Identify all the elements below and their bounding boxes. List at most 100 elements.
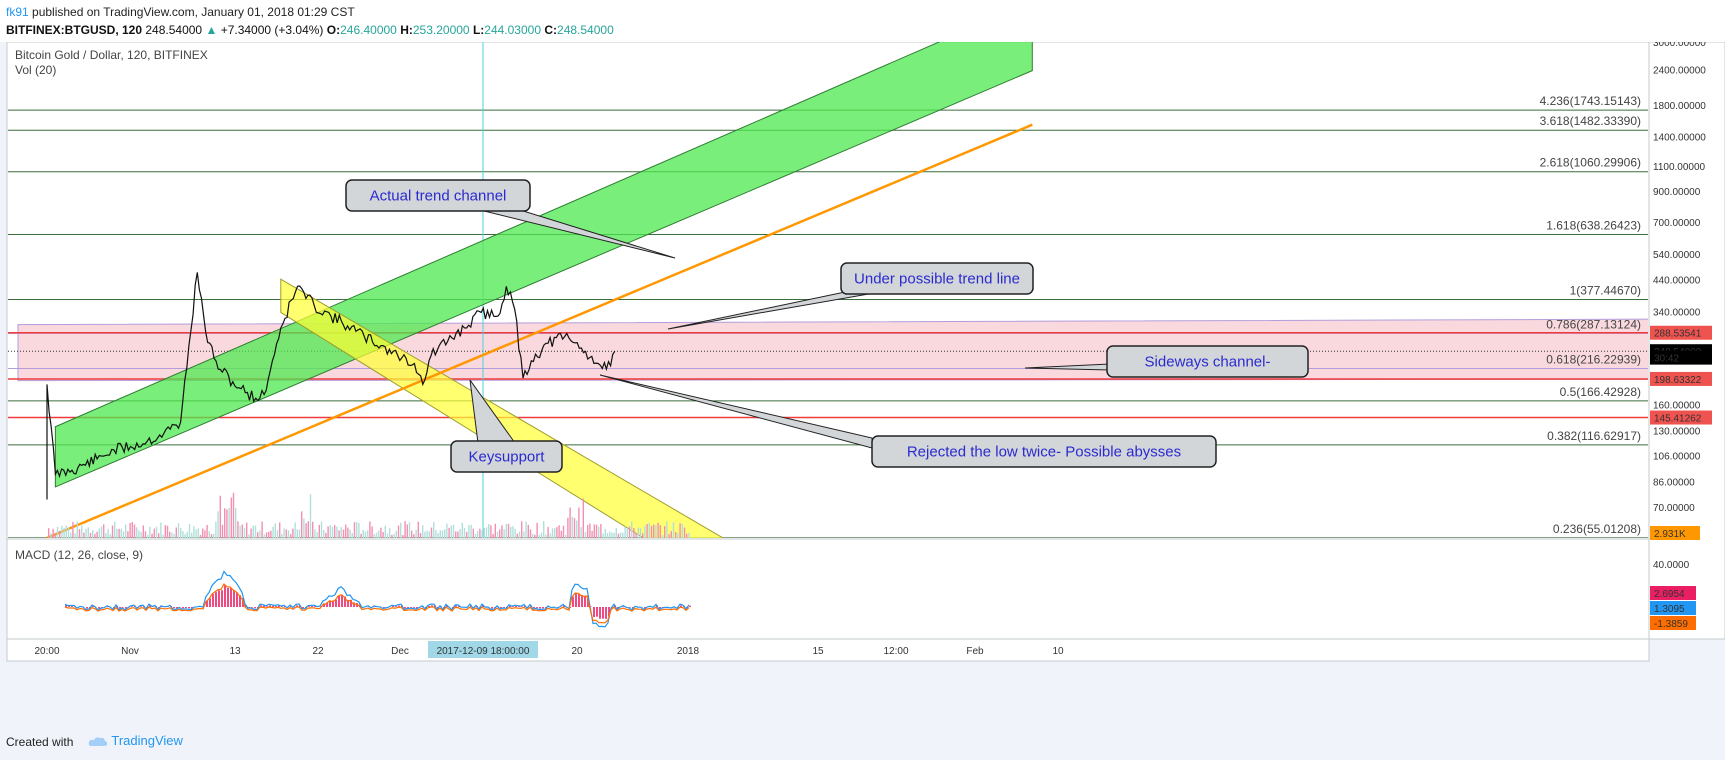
macd-histogram-bar	[395, 606, 397, 607]
macd-histogram-bar	[392, 605, 394, 607]
volume-bar	[268, 531, 270, 538]
volume-bar	[391, 534, 393, 538]
time-axis-tick: 15	[812, 646, 824, 657]
volume-bar	[54, 533, 56, 538]
macd-histogram-bar	[599, 607, 601, 619]
volume-bar	[206, 524, 208, 538]
volume-bar	[241, 524, 243, 538]
volume-bar	[639, 528, 642, 538]
macd-histogram-bar	[191, 607, 193, 609]
volume-bar	[316, 532, 318, 538]
volume-bar	[193, 526, 195, 538]
created-with-text: Created with	[6, 735, 74, 749]
volume-bar	[85, 528, 87, 538]
macd-tag-bg	[1650, 586, 1696, 600]
macd-histogram-bar	[227, 587, 229, 607]
macd-histogram-bar	[86, 607, 88, 609]
macd-histogram-bar	[536, 607, 538, 608]
macd-histogram-bar	[659, 607, 661, 609]
callout-sideways-box[interactable]	[1106, 345, 1309, 378]
volume-bar	[56, 526, 59, 538]
volume-bar	[554, 528, 556, 538]
volume-bar	[659, 525, 661, 538]
volume-bar	[507, 523, 510, 538]
volume-bar	[239, 525, 241, 538]
tradingview-logo[interactable]: TradingView	[88, 733, 183, 748]
price-axis-tick: 3000.00000	[1653, 42, 1706, 49]
macd-histogram-bar	[359, 604, 361, 607]
price-axis-tick: 1400.00000	[1653, 132, 1706, 143]
volume-bar	[78, 529, 81, 538]
volume-bar	[182, 531, 184, 538]
macd-histogram-bar	[581, 595, 583, 607]
macd-histogram-bar	[680, 605, 682, 607]
volume-bar	[92, 530, 94, 538]
volume-bar	[279, 522, 281, 538]
macd-histogram-bar	[212, 594, 214, 607]
volume-bar	[158, 533, 160, 538]
macd-histogram-bar	[593, 607, 595, 617]
macd-histogram-bar	[209, 598, 211, 607]
callout-rejected-box[interactable]	[871, 435, 1217, 468]
volume-bar	[532, 533, 534, 538]
volume-bar	[512, 526, 514, 538]
price-axis-tick: 1800.00000	[1653, 101, 1706, 112]
publish-line: fk91 published on TradingView.com, Janua…	[6, 5, 355, 19]
volume-bar	[290, 534, 292, 538]
macd-histogram-bar	[446, 605, 448, 607]
volume-bar	[428, 531, 430, 538]
volume-bar	[569, 507, 571, 538]
volume-bar	[430, 527, 433, 538]
volume-bar	[463, 528, 466, 538]
volume-bar	[204, 530, 206, 538]
open-label: O:	[326, 23, 341, 37]
volume-bar	[653, 524, 655, 538]
volume-bar	[248, 534, 250, 538]
macd-histogram-bar	[281, 606, 283, 607]
macd-histogram-bar	[332, 600, 334, 607]
volume-bar	[166, 525, 169, 538]
volume-bar	[400, 522, 402, 538]
macd-line	[64, 570, 690, 628]
macd-histogram-bar	[239, 595, 241, 607]
volume-bar	[450, 525, 452, 538]
callout-keysupport-box[interactable]	[450, 440, 563, 473]
chart-header: fk91 published on TradingView.com, Janua…	[0, 0, 1725, 42]
volume-bar	[661, 534, 664, 538]
volume-bar	[505, 523, 507, 538]
callout-trend-line-text: Under possible trend line	[854, 271, 1020, 288]
macd-histogram-bar	[314, 605, 316, 607]
volume-bar	[402, 534, 404, 538]
macd-histogram-bar	[503, 607, 505, 608]
volume-bar	[604, 528, 606, 538]
volume-bar	[576, 520, 578, 538]
volume-bar	[415, 529, 417, 538]
fib-level-label: 4.236(1743.15143)	[1540, 94, 1641, 108]
price-axis-tick: 130.00000	[1653, 426, 1701, 437]
symbol-name[interactable]: BITFINEX:BTGUSD, 120	[6, 23, 143, 37]
volume-bar	[545, 534, 547, 538]
time-axis[interactable]	[6, 638, 1650, 662]
chart-area[interactable]: 4.236(1743.15143) 3.618(1482.33390) 2.618(…	[0, 42, 1725, 725]
macd-histogram-bar	[482, 605, 484, 607]
volume-bar	[611, 532, 613, 538]
volume-bar	[147, 534, 149, 538]
volume-bar	[393, 533, 395, 538]
volume-bar	[389, 528, 391, 538]
price-axis-tick: 700.00000	[1653, 218, 1701, 229]
volume-bar	[144, 531, 147, 538]
macd-histogram-bar	[236, 592, 238, 607]
callout-trend-line-box[interactable]	[840, 262, 1034, 295]
volume-bar	[565, 534, 567, 538]
volume-bar	[351, 533, 353, 538]
author-link[interactable]: fk91	[6, 5, 29, 19]
macd-histogram-bar	[254, 607, 256, 609]
macd-histogram-bar	[410, 607, 412, 608]
macd-histogram-bar	[266, 606, 268, 607]
high-label: H:	[400, 23, 413, 37]
volume-bar	[111, 525, 114, 538]
volume-bar	[534, 534, 536, 538]
callout-trend-channel-box[interactable]	[345, 179, 531, 212]
macd-axis-tick: 40.0000	[1653, 560, 1690, 571]
macd-histogram-bar	[101, 607, 103, 608]
